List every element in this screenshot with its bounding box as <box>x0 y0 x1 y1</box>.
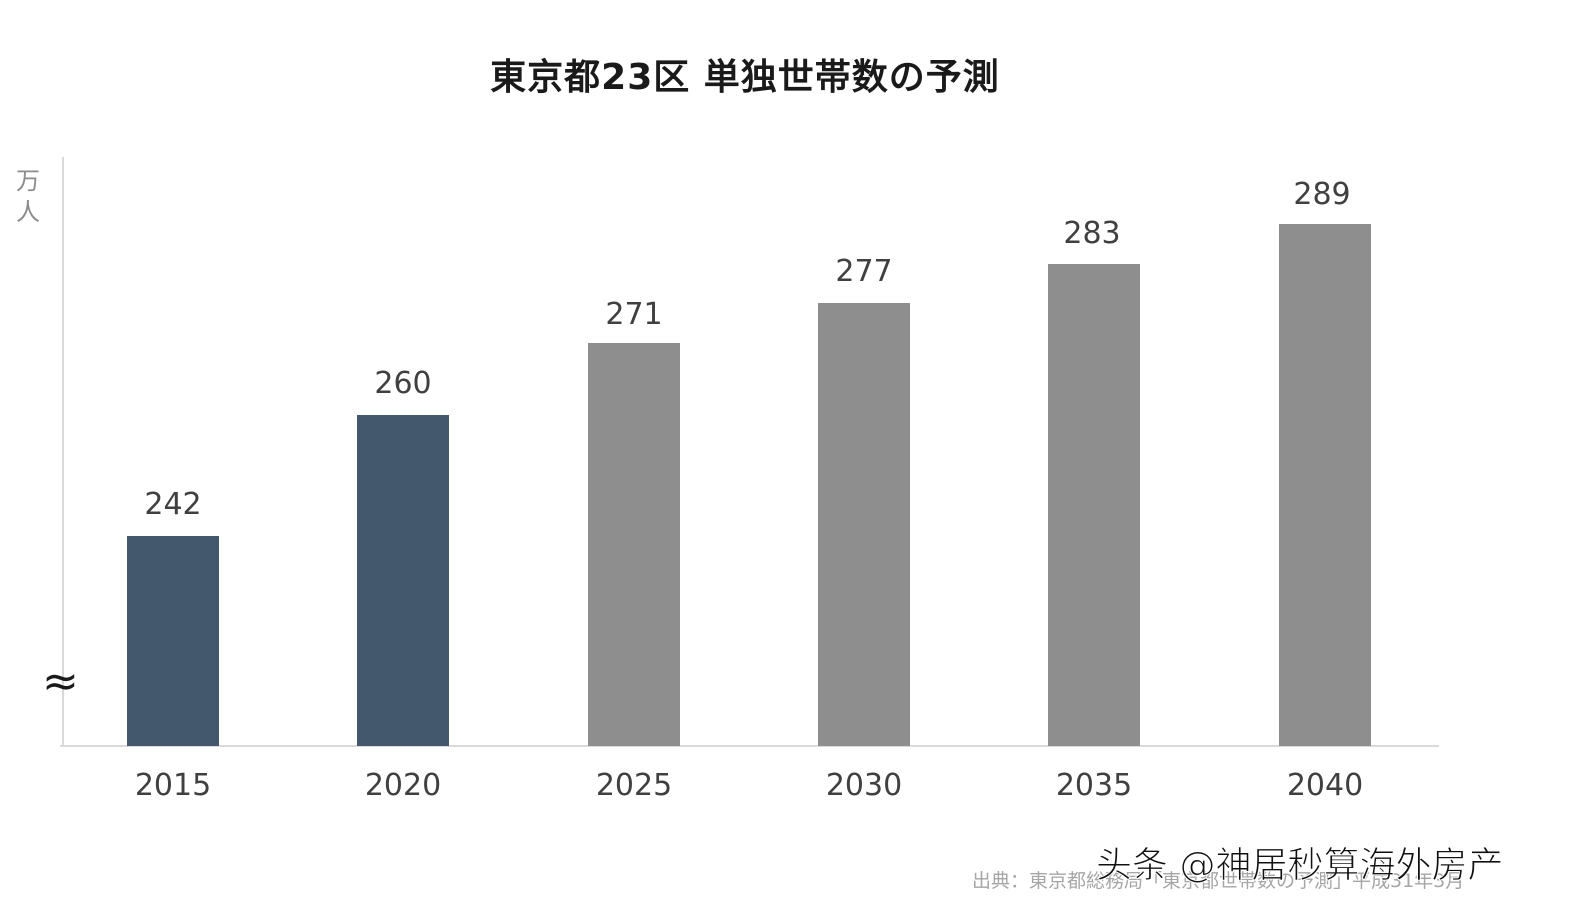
value-label-2040: 289 <box>1293 177 1351 212</box>
value-label-2020: 260 <box>374 366 432 401</box>
x-tick-label-2020: 2020 <box>364 768 442 803</box>
x-tick-label-2040: 2040 <box>1286 768 1364 803</box>
value-label-2030: 277 <box>835 254 893 289</box>
bar-2040 <box>1279 224 1371 746</box>
watermark: 头条 @神居秒算海外房产 <box>1095 845 1504 887</box>
value-label-2015: 242 <box>144 487 202 522</box>
y-axis-line <box>62 157 64 747</box>
x-tick-label-2015: 2015 <box>134 768 212 803</box>
value-label-2025: 271 <box>605 297 663 332</box>
chart-title: 東京都23区 単独世帯数の予測 <box>490 57 1000 98</box>
bar-2035 <box>1048 264 1140 746</box>
x-tick-label-2035: 2035 <box>1055 768 1133 803</box>
x-tick-label-2030: 2030 <box>825 768 903 803</box>
unit-char: 万 <box>16 167 40 195</box>
bar-2020 <box>357 415 449 746</box>
unit-char: 人 <box>16 198 40 226</box>
bar-2015 <box>127 536 219 746</box>
bar-2025 <box>588 343 680 746</box>
x-axis-line <box>60 745 1439 747</box>
source-citation: 出典：東京都総務局「東京都世帯数の予測」平成31年3月 <box>972 870 1465 892</box>
y-axis-unit-label: 万 人 <box>13 166 43 228</box>
value-label-2035: 283 <box>1063 216 1121 251</box>
bar-2030 <box>818 303 910 746</box>
x-tick-label-2025: 2025 <box>595 768 673 803</box>
axis-break-icon: ≈ <box>42 656 79 707</box>
